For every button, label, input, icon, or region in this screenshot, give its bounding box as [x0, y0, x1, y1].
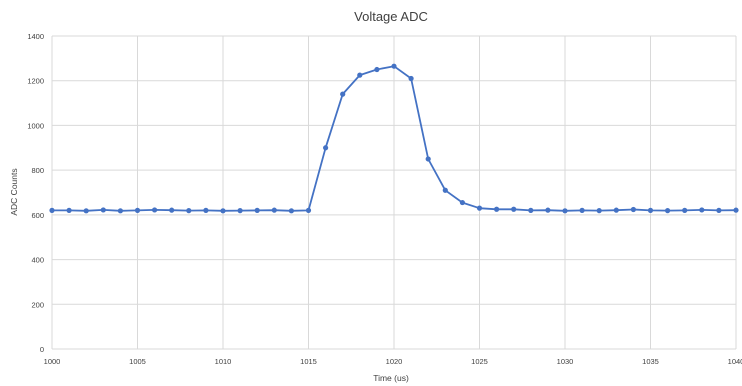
data-point	[596, 208, 602, 214]
data-point	[699, 207, 705, 213]
x-tick-labels: 1000 1005 1010 1015 1020 1025 1030 1035 1040	[44, 357, 742, 366]
data-point	[391, 63, 397, 69]
data-point	[237, 208, 243, 214]
data-point	[442, 187, 448, 193]
gridlines	[51, 35, 737, 350]
x-tick-label: 1020	[386, 357, 403, 366]
data-point	[49, 207, 55, 213]
y-tick-label: 400	[31, 256, 44, 265]
y-tick-label: 800	[31, 166, 44, 175]
data-point	[100, 207, 106, 213]
data-point	[288, 208, 294, 214]
y-tick-label: 1200	[27, 77, 44, 86]
y-tick-label: 200	[31, 300, 44, 309]
x-tick-label: 1040	[728, 357, 742, 366]
data-point	[340, 91, 346, 97]
data-point	[357, 72, 363, 78]
data-point	[425, 156, 431, 162]
data-point	[630, 206, 637, 213]
x-tick-label: 1015	[300, 357, 317, 366]
y-axis-label: ADC Counts	[9, 168, 19, 215]
data-point	[117, 208, 123, 214]
data-point	[254, 207, 260, 213]
data-point	[682, 207, 688, 213]
y-tick-label: 1000	[27, 121, 44, 130]
data-point	[665, 208, 671, 214]
data-point	[169, 207, 175, 213]
data-point	[562, 208, 568, 214]
data-point	[716, 207, 722, 213]
x-tick-label: 1035	[642, 357, 659, 366]
x-tick-label: 1000	[44, 357, 61, 366]
data-point	[203, 207, 209, 213]
data-point	[408, 75, 414, 82]
data-point	[323, 145, 329, 151]
data-point	[271, 207, 277, 213]
x-tick-label: 1030	[557, 357, 574, 366]
data-point	[545, 207, 551, 213]
data-point	[186, 208, 192, 214]
data-point	[134, 207, 141, 213]
x-tick-label: 1025	[471, 357, 488, 366]
data-point	[494, 206, 500, 212]
data-point	[305, 207, 312, 213]
data-point	[733, 207, 739, 213]
data-point	[511, 206, 517, 212]
data-point	[613, 207, 619, 213]
data-point	[374, 66, 380, 73]
data-point	[83, 208, 89, 214]
data-point	[647, 207, 654, 213]
data-point	[528, 207, 534, 213]
data-point	[220, 208, 226, 214]
y-tick-labels: 0 200 400 600 800 1000 1200 1400	[27, 32, 44, 354]
data-point	[579, 207, 585, 213]
y-tick-label: 0	[40, 345, 44, 354]
data-point	[459, 199, 465, 206]
data-point	[66, 207, 72, 213]
x-tick-label: 1005	[129, 357, 146, 366]
x-tick-label: 1010	[215, 357, 232, 366]
data-point	[476, 205, 483, 211]
x-axis-label: Time (us)	[373, 373, 409, 383]
y-tick-label: 1400	[27, 32, 44, 41]
y-tick-label: 600	[31, 211, 44, 220]
data-series	[49, 63, 739, 214]
chart-title: Voltage ADC	[354, 9, 428, 24]
data-point	[152, 207, 158, 213]
